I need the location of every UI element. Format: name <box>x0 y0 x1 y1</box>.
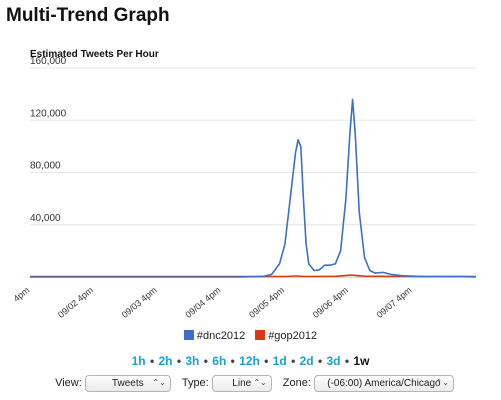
view-label: View: <box>55 377 82 390</box>
view-select-value: Tweets <box>111 378 144 389</box>
range-link-6h[interactable]: 6h <box>212 354 227 368</box>
view-select[interactable]: Tweets ⌃⌄ <box>84 375 171 392</box>
range-separator: • <box>200 354 212 368</box>
range-link-1w[interactable]: 1w <box>353 354 370 368</box>
line-chart: Estimated Tweets Per Hour 40,000 80,000 12… <box>11 49 477 320</box>
range-separator: • <box>146 354 158 368</box>
range-link-12h[interactable]: 12h <box>239 354 260 368</box>
x-tick-label: 09/07 4pm <box>375 285 414 320</box>
series-line <box>30 98 477 278</box>
select-arrows-icon: ⌃⌄ <box>152 378 166 387</box>
legend-label: #gop2012 <box>268 330 318 342</box>
range-separator: • <box>287 354 299 368</box>
legend-swatch <box>255 330 266 340</box>
x-tick-label: 4pm <box>11 285 31 304</box>
page-title: Multi-Trend Graph <box>6 5 170 26</box>
range-separator: • <box>260 354 272 368</box>
range-separator: • <box>314 354 326 368</box>
range-link-2d[interactable]: 2d <box>299 354 314 368</box>
time-range-selector: 1h • 2h • 3h • 6h • 12h • 1d • 2d • 3d •… <box>0 354 501 368</box>
chart-legend: #dnc2012 #gop2012 <box>0 330 501 342</box>
legend-swatch <box>183 330 194 340</box>
y-tick-label: 160,000 <box>30 56 67 67</box>
range-link-2h[interactable]: 2h <box>158 354 173 368</box>
range-separator: • <box>341 354 353 368</box>
range-link-1d[interactable]: 1d <box>272 354 287 368</box>
legend-item[interactable]: #dnc2012 <box>183 330 246 342</box>
select-arrows-icon: ⌃⌄ <box>253 378 267 387</box>
legend-item[interactable]: #gop2012 <box>255 330 317 342</box>
zone-select[interactable]: (-06:00) America/Chicago ⌃⌄ <box>313 375 454 392</box>
type-select[interactable]: Line ⌃⌄ <box>211 375 272 392</box>
x-tick-label: 09/04 4pm <box>183 285 222 320</box>
zone-label: Zone: <box>282 377 311 390</box>
x-tick-label: 09/03 4pm <box>120 285 159 320</box>
y-tick-label: 80,000 <box>30 161 61 172</box>
y-tick-label: 40,000 <box>30 213 61 224</box>
chart-title: Estimated Tweets Per Hour <box>30 49 159 60</box>
range-separator: • <box>227 354 239 368</box>
x-tick-label: 09/05 4pm <box>247 285 286 320</box>
x-tick-label: 09/02 4pm <box>56 285 95 320</box>
range-link-3h[interactable]: 3h <box>185 354 200 368</box>
y-tick-label: 120,000 <box>30 108 67 119</box>
range-separator: • <box>173 354 185 368</box>
x-tick-label: 09/06 4pm <box>311 285 350 320</box>
range-link-3d[interactable]: 3d <box>326 354 341 368</box>
type-label: Type: <box>181 377 209 390</box>
select-arrows-icon: ⌃⌄ <box>435 378 449 387</box>
legend-label: #dnc2012 <box>196 330 246 342</box>
type-select-value: Line <box>232 378 252 389</box>
graph-controls: View: Tweets ⌃⌄ Type: Line ⌃⌄ Zone: (-06:00) … <box>0 375 501 392</box>
zone-select-value: (-06:00) America/Chicago <box>327 378 441 389</box>
range-link-1h[interactable]: 1h <box>131 354 146 368</box>
